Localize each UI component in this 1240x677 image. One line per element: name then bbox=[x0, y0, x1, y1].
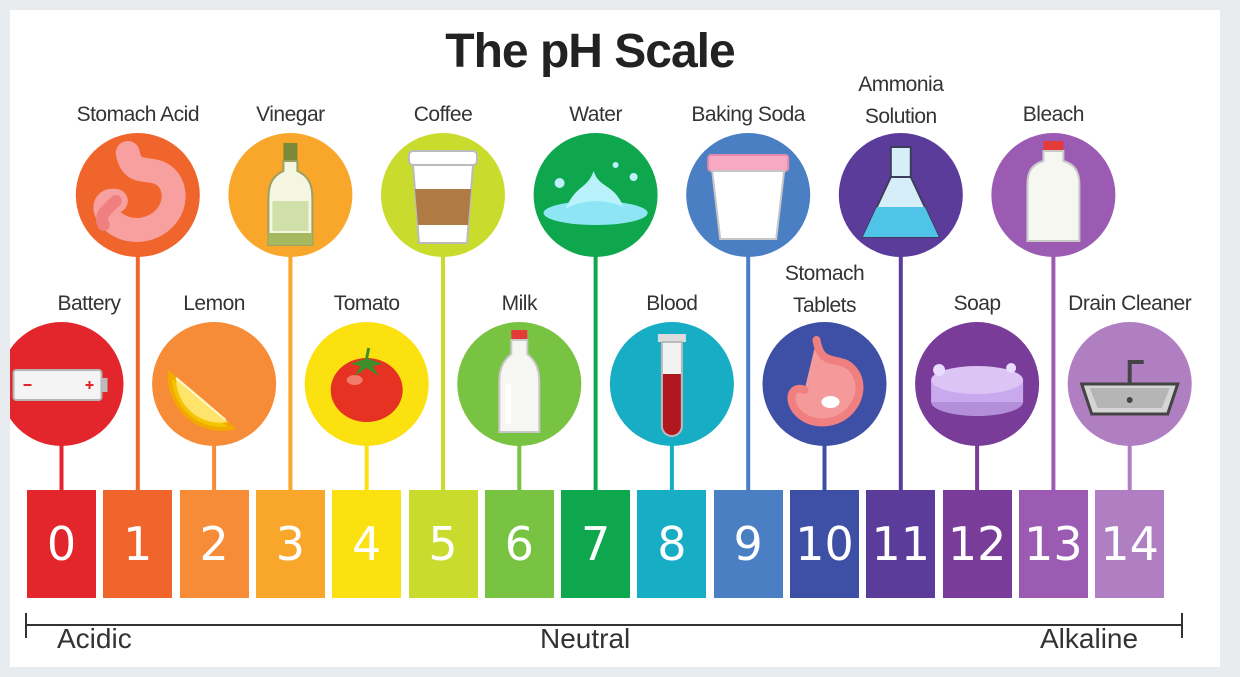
sink-icon bbox=[1079, 360, 1180, 416]
axis-label-neutral: Neutral bbox=[540, 623, 631, 654]
ph-number: 12 bbox=[947, 517, 1007, 571]
stomach-tablet-icon bbox=[787, 336, 864, 427]
ph-block-10: 10 bbox=[790, 490, 859, 598]
ph-number: 8 bbox=[657, 517, 687, 571]
ph-scale-card: The pH Scale 0 1 2 3 4 5 6 7 8 9 10 11 12 13 14 Batter… bbox=[10, 10, 1220, 667]
battery-icon bbox=[12, 369, 108, 401]
ph-number: 0 bbox=[46, 517, 77, 571]
bleach-jug-icon bbox=[1026, 141, 1081, 242]
ph-block-12: 12 bbox=[942, 490, 1012, 598]
coffee-cup-icon bbox=[408, 150, 478, 244]
item-label: Soap bbox=[953, 292, 1002, 315]
lemon-icon bbox=[168, 369, 237, 431]
ph-number: 4 bbox=[352, 517, 382, 571]
ph-number: 2 bbox=[199, 517, 229, 571]
item-label: Milk bbox=[501, 292, 538, 315]
item-circle bbox=[152, 322, 277, 446]
ph-number: 1 bbox=[123, 517, 153, 571]
ph-number: 13 bbox=[1024, 517, 1083, 571]
ph-block-8: 8 bbox=[637, 490, 707, 598]
ph-number: 3 bbox=[275, 517, 306, 571]
item-label: Coffee bbox=[413, 103, 473, 126]
blood-test-tube-icon bbox=[657, 334, 686, 437]
ph-number: 6 bbox=[504, 517, 534, 571]
axis-label-alkaline: Alkaline bbox=[1040, 623, 1139, 654]
item-label: Water bbox=[569, 103, 622, 126]
item-label: Bleach bbox=[1022, 103, 1085, 126]
item-label: Lemon bbox=[183, 292, 245, 315]
ph-block-4: 4 bbox=[332, 490, 402, 598]
flask-icon bbox=[861, 146, 941, 238]
baking-soda-cup-icon bbox=[707, 154, 790, 240]
ph-number: 9 bbox=[733, 517, 763, 571]
ph-number: 14 bbox=[1100, 517, 1159, 571]
item-label: Stomach Tablets bbox=[784, 262, 865, 317]
ph-number: 7 bbox=[580, 517, 611, 571]
ph-block-11: 11 bbox=[866, 490, 936, 598]
ph-block-6: 6 bbox=[484, 490, 554, 598]
tomato-icon bbox=[330, 347, 403, 422]
item-label: Baking Soda bbox=[691, 103, 805, 126]
ph-block-0: 0 bbox=[27, 490, 96, 598]
page-title: The pH Scale bbox=[445, 25, 735, 78]
ph-number: 10 bbox=[795, 517, 854, 571]
water-splash-icon bbox=[543, 162, 648, 225]
ph-block-7: 7 bbox=[561, 490, 631, 598]
item-label: Drain Cleaner bbox=[1068, 292, 1192, 315]
stomach-icon bbox=[93, 141, 186, 242]
milk-bottle-icon bbox=[498, 330, 541, 433]
ph-diagram bbox=[10, 133, 1192, 638]
ph-block-3: 3 bbox=[255, 490, 325, 598]
item-label: Vinegar bbox=[256, 103, 325, 126]
axis-label-acidic: Acidic bbox=[57, 623, 132, 654]
ph-block-1: 1 bbox=[103, 490, 173, 598]
ph-block-13: 13 bbox=[1018, 490, 1088, 598]
item-label: Tomato bbox=[333, 292, 400, 315]
ph-block-14: 14 bbox=[1095, 490, 1165, 598]
item-label: Ammonia Solution bbox=[858, 73, 944, 128]
ph-block-5: 5 bbox=[408, 490, 478, 598]
item-label: Battery bbox=[57, 292, 121, 315]
item-label: Stomach Acid bbox=[76, 103, 200, 126]
ph-block-2: 2 bbox=[179, 490, 249, 598]
ph-block-9: 9 bbox=[713, 490, 783, 598]
soap-bar-icon bbox=[931, 363, 1024, 416]
ph-number: 11 bbox=[871, 517, 931, 571]
ph-number: 5 bbox=[428, 517, 458, 571]
vinegar-bottle-icon bbox=[267, 143, 314, 246]
item-label: Blood bbox=[646, 292, 698, 315]
